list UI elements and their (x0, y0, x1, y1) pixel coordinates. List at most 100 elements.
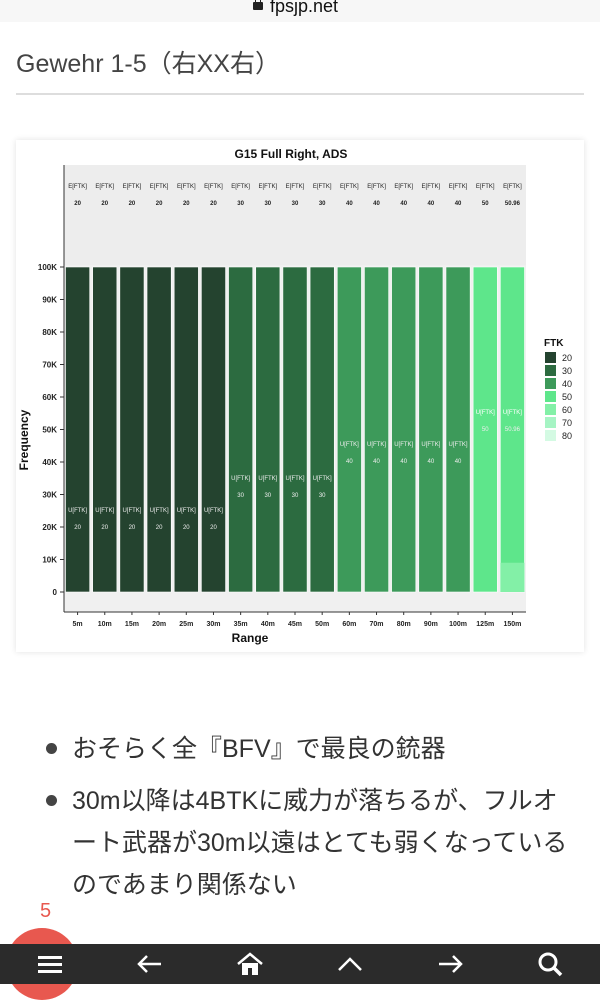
bar-annotation-label: U[FTK] (367, 442, 386, 448)
x-tick-label: 15m (125, 621, 139, 628)
bullet-list: おそらく全『BFV』で最良の銃器 30m以降は4BTKに威力が落ちるが、フルオー… (40, 728, 580, 916)
top-annotation-label: E[FTK] (95, 184, 114, 190)
x-tick-label: 60m (342, 621, 356, 628)
legend-swatch (545, 404, 556, 415)
bar-annotation-value: 40 (373, 459, 380, 465)
bar-annotation-label: U[FTK] (421, 442, 440, 448)
x-tick-label: 80m (397, 621, 411, 628)
x-tick-label: 30m (206, 621, 220, 628)
bar (255, 266, 281, 593)
bar (65, 266, 90, 593)
x-tick-label: 125m (476, 621, 494, 628)
top-annotation-label: E[FTK] (449, 184, 468, 190)
y-tick-label: 80K (42, 328, 57, 337)
search-icon[interactable] (520, 944, 580, 984)
y-tick-label: 100K (38, 263, 57, 272)
top-annotation-value: 20 (210, 201, 217, 207)
y-tick-label: 10K (42, 556, 57, 565)
y-tick-label: 40K (42, 458, 57, 467)
bar-annotation-label: U[FTK] (258, 476, 277, 482)
section-heading: Gewehr 1-5（右XX右） (16, 50, 280, 78)
bar-annotation-label: U[FTK] (177, 508, 196, 514)
bottom-toolbar (0, 944, 600, 984)
chart-title: G15 Full Right, ADS (235, 147, 348, 161)
list-item: 30m以降は4BTKに威力が落ちるが、フルオート武器が30m以遠はとても弱くなっ… (40, 780, 580, 906)
bar-annotation-value: 40 (428, 459, 435, 465)
chart-figure: G15 Full Right, ADS Frequency Range FTK … (16, 140, 584, 652)
bar-annotation-value: 20 (210, 525, 217, 531)
x-tick-label: 90m (424, 621, 438, 628)
top-annotation-label: E[FTK] (286, 184, 305, 190)
bar-annotation-value: 40 (455, 459, 462, 465)
bar-annotation-value: 30 (264, 493, 271, 499)
top-annotation-label: E[FTK] (503, 184, 522, 190)
legend-label: 40 (562, 379, 572, 389)
legend-swatch (545, 378, 556, 389)
top-annotation-value: 30 (237, 201, 244, 207)
bar-annotation-label: U[FTK] (204, 508, 223, 514)
top-annotation-label: E[FTK] (340, 184, 359, 190)
chevron-up-icon[interactable] (320, 944, 380, 984)
bar-annotation-label: U[FTK] (68, 508, 87, 514)
bar (336, 266, 362, 593)
bar-annotation-label: U[FTK] (313, 476, 332, 482)
top-annotation-label: E[FTK] (204, 184, 223, 190)
bar-annotation-value: 20 (129, 525, 136, 531)
bar-annotation-value: 20 (101, 525, 108, 531)
top-annotation-label: E[FTK] (476, 184, 495, 190)
menu-icon[interactable] (20, 944, 80, 984)
top-annotation-label: E[FTK] (258, 184, 277, 190)
top-annotation-value: 20 (156, 201, 163, 207)
home-icon[interactable] (220, 944, 280, 984)
bar (445, 266, 471, 593)
bar-annotation-value: 20 (183, 525, 190, 531)
top-annotation-value: 20 (101, 201, 108, 207)
bar (309, 266, 335, 593)
top-annotation-value: 40 (346, 201, 353, 207)
x-tick-label: 25m (179, 621, 193, 628)
bar-annotation-label: U[FTK] (231, 476, 250, 482)
browser-url-bar[interactable]: fpsjp.net (0, 0, 600, 22)
bar-segment (500, 562, 525, 592)
top-annotation-label: E[FTK] (313, 184, 332, 190)
top-annotation-label: E[FTK] (422, 184, 441, 190)
ftk-chart: G15 Full Right, ADS Frequency Range FTK … (17, 147, 572, 645)
y-tick-label: 0 (53, 588, 58, 597)
bar-annotation-label: U[FTK] (95, 508, 114, 514)
y-tick-label: 30K (42, 491, 57, 500)
bullet-text: 30m以降は4BTKに威力が落ちるが、フルオート武器が30m以遠はとても弱くなっ… (72, 787, 568, 899)
x-tick-label: 20m (152, 621, 166, 628)
legend-swatch (545, 391, 556, 402)
annotation-band (64, 165, 526, 265)
bar (201, 266, 226, 593)
legend-swatch (545, 417, 556, 428)
top-annotation-label: E[FTK] (367, 184, 386, 190)
url-text: fpsjp.net (270, 0, 339, 16)
x-tick-label: 70m (370, 621, 384, 628)
bar-annotation-value: 50 (482, 427, 489, 433)
y-tick-label: 50K (42, 426, 57, 435)
bar (92, 266, 118, 593)
legend-label: 20 (562, 353, 572, 363)
bar-annotation-label: U[FTK] (449, 442, 468, 448)
back-arrow-icon[interactable] (120, 944, 180, 984)
bar-annotation-label: U[FTK] (122, 508, 141, 514)
y-tick-label: 90K (42, 296, 57, 305)
top-annotation-label: E[FTK] (150, 184, 169, 190)
legend-label: 80 (562, 431, 572, 441)
bar-annotation-value: 40 (346, 459, 353, 465)
bar-annotation-label: U[FTK] (286, 476, 305, 482)
x-tick-label: 35m (234, 621, 248, 628)
top-annotation-label: E[FTK] (68, 184, 87, 190)
top-annotation-value: 40 (400, 201, 407, 207)
top-annotation-value: 40 (455, 201, 462, 207)
bar (500, 266, 525, 593)
forward-arrow-icon[interactable] (420, 944, 480, 984)
top-annotation-value: 50.96 (505, 201, 521, 207)
x-tick-label: 10m (98, 621, 112, 628)
bar (418, 266, 444, 593)
bar (472, 266, 498, 593)
top-annotation-value: 30 (264, 201, 271, 207)
top-annotation-value: 50 (482, 201, 489, 207)
bar (228, 266, 254, 593)
